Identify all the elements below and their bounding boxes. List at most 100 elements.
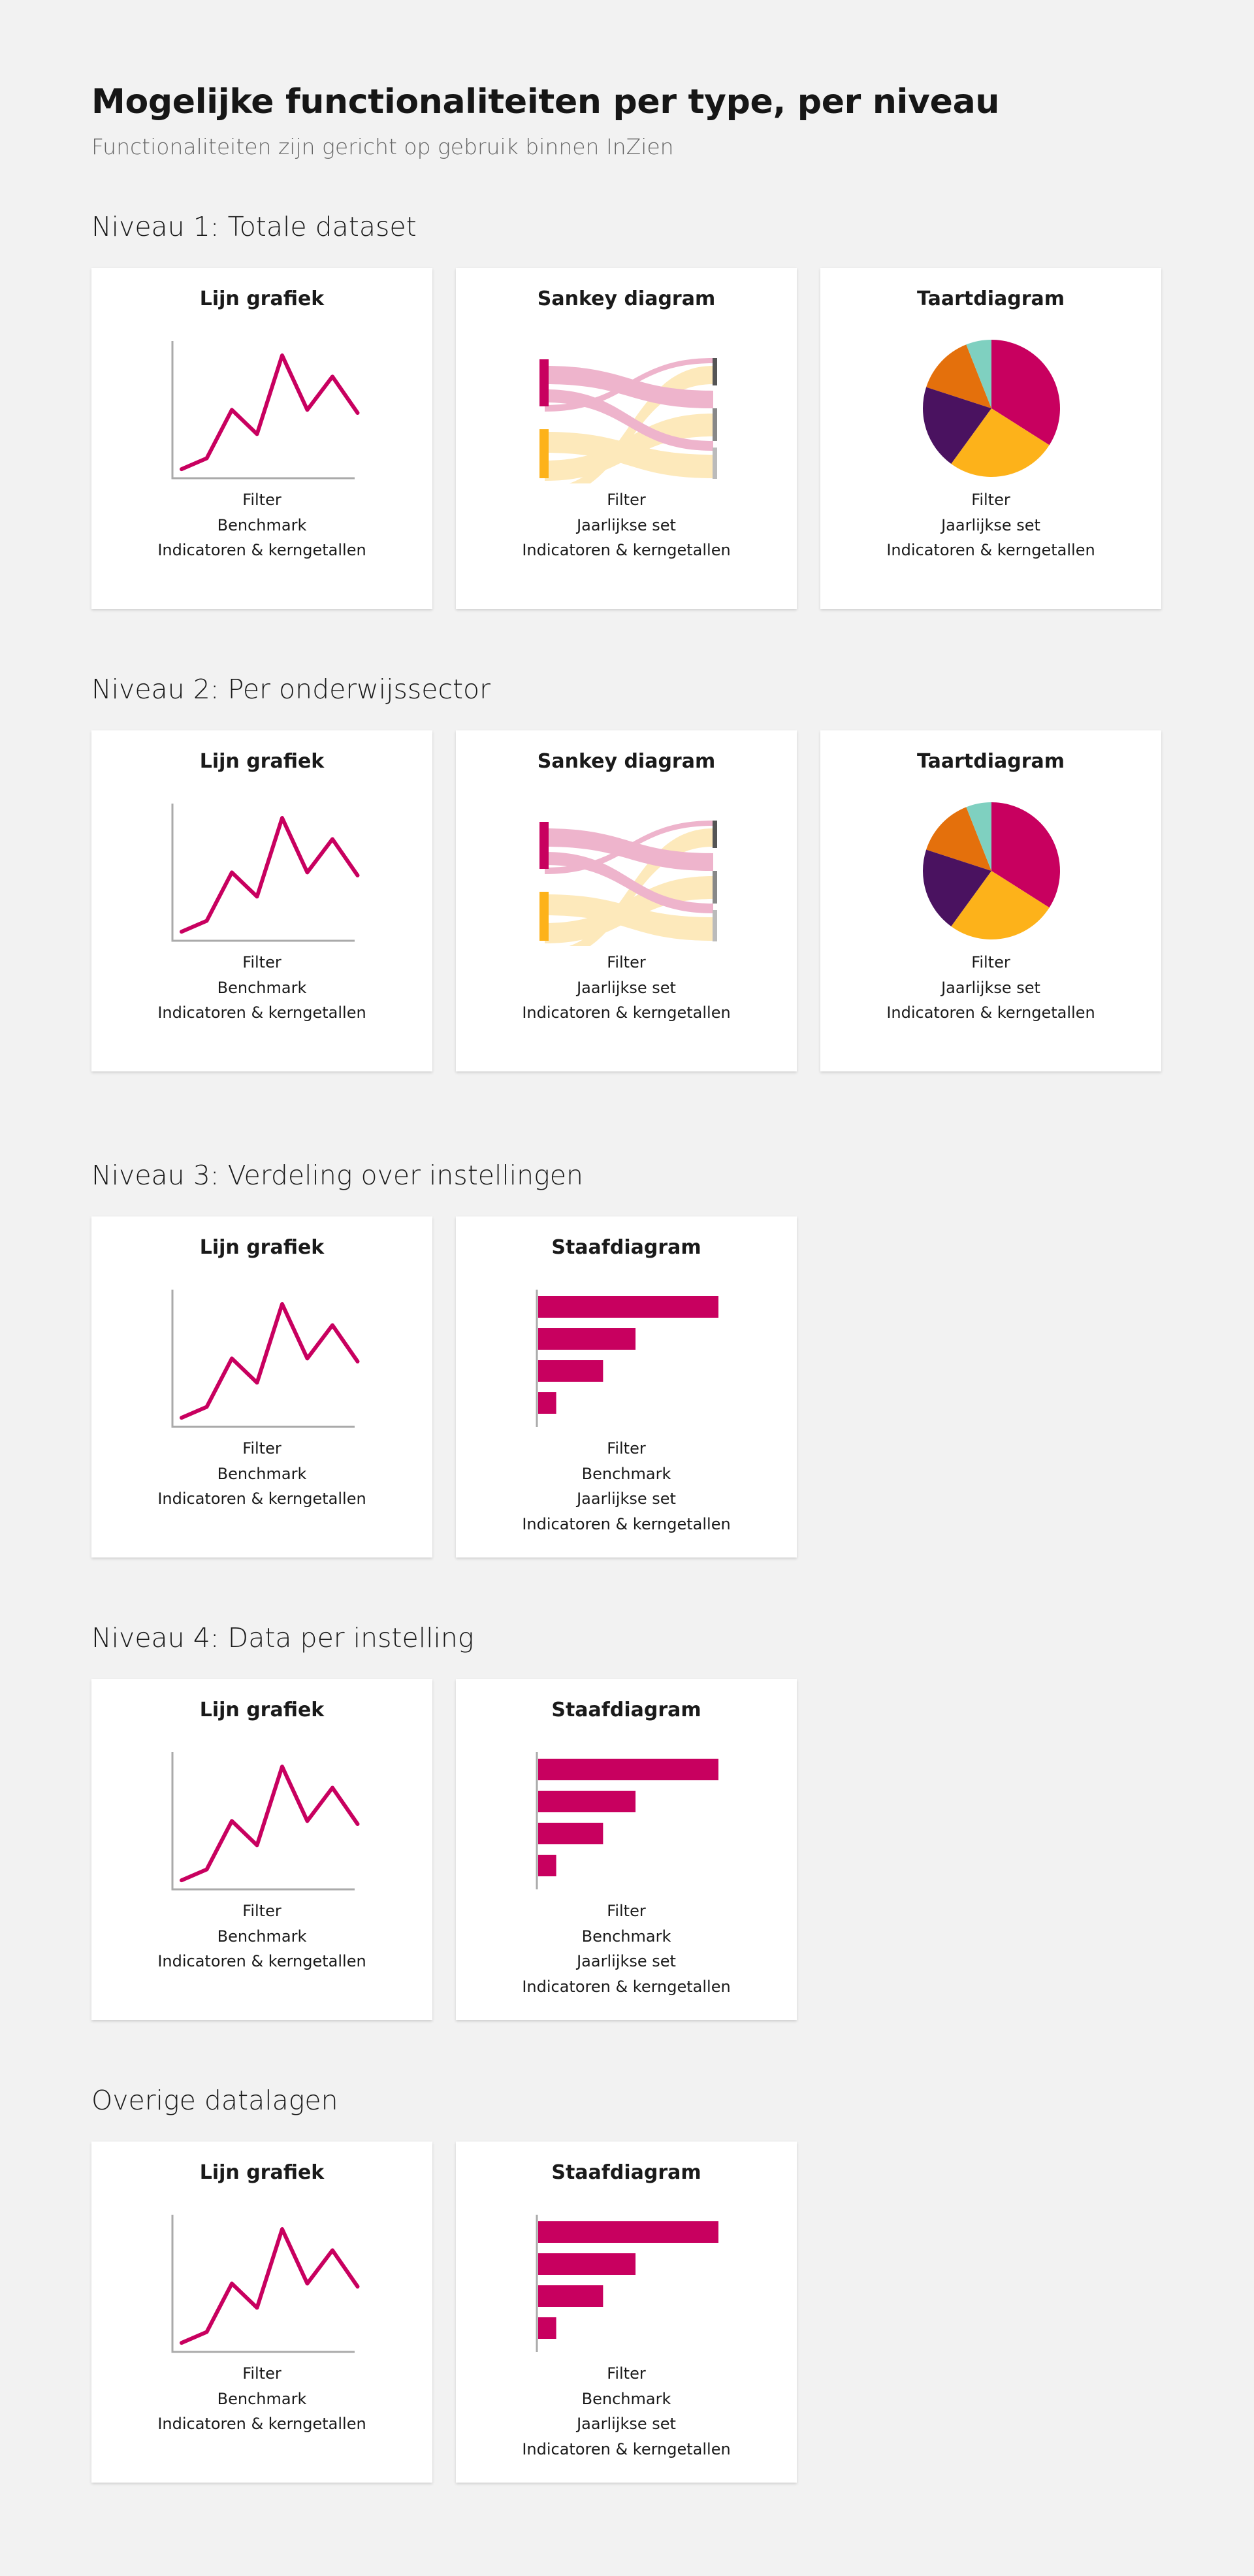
chart-card-bar: Staafdiagram Filter Benchmark Jaarlijkse se…	[456, 1216, 797, 1557]
line-chart-icon	[171, 2215, 360, 2353]
bar-chart-icon	[536, 1290, 718, 1427]
feature-item: Jaarlijkse set	[941, 978, 1040, 997]
chart-card-row: Lijn grafiek Filter Benchmark Indicatoren &…	[91, 268, 1202, 609]
chart-card-line: Lijn grafiek Filter Benchmark Indicatoren &…	[91, 730, 432, 1071]
sankey-flow	[545, 821, 713, 874]
chart-card-row: Lijn grafiek Filter Benchmark Indicatoren &…	[91, 2142, 1202, 2483]
sankey-target-node	[713, 358, 717, 385]
section-title: Niveau 3: Verdeling over instellingen	[91, 1160, 583, 1191]
chart-axis	[171, 804, 355, 942]
feature-list: Filter Benchmark Indicatoren & kerngetalle…	[91, 1899, 432, 1974]
card-title: Lijn grafiek	[199, 750, 325, 773]
bar	[538, 1855, 556, 1876]
pie-slice	[951, 871, 1050, 939]
chart-axis	[171, 1752, 355, 1891]
card-title: Lijn grafiek	[199, 1699, 325, 1721]
level-section: Niveau 1: Totale dataset Lijn grafiek Filt…	[91, 210, 1202, 609]
chart-axis	[171, 2215, 355, 2353]
chart-card-pie: Taartdiagram Filter Jaarlijkse set Indicato…	[820, 730, 1161, 1071]
feature-item: Filter	[971, 953, 1010, 971]
sankey-chart-icon	[539, 358, 717, 483]
bar	[538, 1296, 718, 1318]
feature-item: Indicatoren & kerngetallen	[157, 1952, 366, 1970]
sankey-source-node	[539, 892, 549, 941]
sankey-flow	[545, 894, 713, 941]
pie-slice	[926, 807, 991, 871]
feature-item: Filter	[242, 2364, 281, 2383]
feature-item: Filter	[607, 953, 646, 971]
feature-item: Filter	[242, 953, 281, 971]
section-title: Niveau 1: Totale dataset	[91, 211, 417, 242]
feature-item: Indicatoren & kerngetallen	[157, 2415, 366, 2433]
chart-card-line: Lijn grafiek Filter Benchmark Indicatoren &…	[91, 1216, 432, 1557]
bar	[538, 1392, 556, 1414]
pie-slice	[991, 340, 1060, 446]
bar	[538, 1328, 636, 1350]
sankey-target-node	[713, 408, 717, 441]
bar	[538, 1823, 603, 1844]
bar	[538, 1759, 718, 1780]
feature-item: Indicatoren & kerngetallen	[157, 1003, 366, 1022]
page-title: Mogelijke functionaliteiten per type, pe…	[91, 82, 1000, 122]
feature-item: Benchmark	[581, 1464, 671, 1483]
feature-item: Benchmark	[217, 1464, 307, 1483]
feature-item: Jaarlijkse set	[577, 2415, 676, 2433]
feature-item: Filter	[607, 2364, 646, 2383]
sankey-flow	[545, 432, 713, 478]
bar	[538, 2317, 556, 2339]
pie-slice	[966, 802, 991, 871]
feature-item: Filter	[607, 1902, 646, 1920]
chart-card-row: Lijn grafiek Filter Benchmark Indicatoren &…	[91, 1216, 1202, 1557]
pie-chart-icon	[923, 340, 1060, 477]
card-title: Taartdiagram	[917, 287, 1065, 310]
feature-item: Indicatoren & kerngetallen	[157, 1490, 366, 1508]
sankey-source-node	[539, 429, 549, 478]
chart-card-pie: Taartdiagram Filter Jaarlijkse set Indicato…	[820, 268, 1161, 609]
feature-item: Indicatoren & kerngetallen	[157, 541, 366, 559]
line-series	[180, 2227, 360, 2345]
feature-list: Filter Jaarlijkse set Indicatoren & kernge…	[820, 487, 1161, 563]
feature-list: Filter Benchmark Indicatoren & kerngetalle…	[91, 2361, 432, 2437]
bar	[538, 2253, 636, 2275]
feature-item: Jaarlijkse set	[577, 978, 676, 997]
level-section: Overige datalagen Lijn grafiek Filter Bench…	[91, 2084, 1202, 2483]
pie-slice	[926, 344, 991, 408]
sankey-chart-icon	[539, 821, 717, 946]
feature-item: Benchmark	[217, 2389, 307, 2408]
chart-card-line: Lijn grafiek Filter Benchmark Indicatoren &…	[91, 268, 432, 609]
card-title: Staafdiagram	[551, 1699, 701, 1721]
card-title: Sankey diagram	[537, 750, 716, 773]
level-section: Niveau 3: Verdeling over instellingen Lij…	[91, 1159, 1202, 1557]
feature-item: Jaarlijkse set	[577, 1952, 676, 1970]
pie-slice	[951, 408, 1050, 477]
feature-item: Jaarlijkse set	[577, 515, 676, 534]
feature-item: Benchmark	[217, 1927, 307, 1946]
card-title: Staafdiagram	[551, 1236, 701, 1259]
chart-card-row: Lijn grafiek Filter Benchmark Indicatoren &…	[91, 730, 1202, 1071]
feature-item: Filter	[971, 491, 1010, 509]
bar	[538, 2285, 603, 2307]
chart-card-sankey: Sankey diagram Filter Jaarlijkse set Indica…	[456, 730, 797, 1071]
bar	[538, 1360, 603, 1382]
bar	[538, 2221, 718, 2243]
chart-axis	[171, 341, 355, 480]
card-title: Sankey diagram	[537, 287, 716, 310]
feature-item: Filter	[242, 1902, 281, 1920]
feature-item: Jaarlijkse set	[941, 515, 1040, 534]
pie-slice	[923, 387, 991, 464]
line-series	[180, 353, 360, 472]
section-title: Overige datalagen	[91, 2085, 338, 2116]
line-series	[180, 1302, 360, 1420]
feature-item: Benchmark	[217, 978, 307, 997]
feature-item: Benchmark	[217, 515, 307, 534]
feature-list: Filter Benchmark Indicatoren & kerngetalle…	[91, 950, 432, 1026]
sankey-target-node	[713, 871, 717, 904]
feature-list: Filter Jaarlijkse set Indicatoren & kernge…	[820, 950, 1161, 1026]
chart-card-line: Lijn grafiek Filter Benchmark Indicatoren &…	[91, 1679, 432, 2020]
section-title: Niveau 4: Data per instelling	[91, 1622, 474, 1654]
pie-slice	[966, 340, 991, 408]
chart-card-line: Lijn grafiek Filter Benchmark Indicatoren &…	[91, 2142, 432, 2483]
level-section: Niveau 2: Per onderwijssector Lijn grafie…	[91, 673, 1202, 1071]
sankey-target-node	[713, 910, 717, 941]
feature-item: Indicatoren & kerngetallen	[886, 1003, 1095, 1022]
